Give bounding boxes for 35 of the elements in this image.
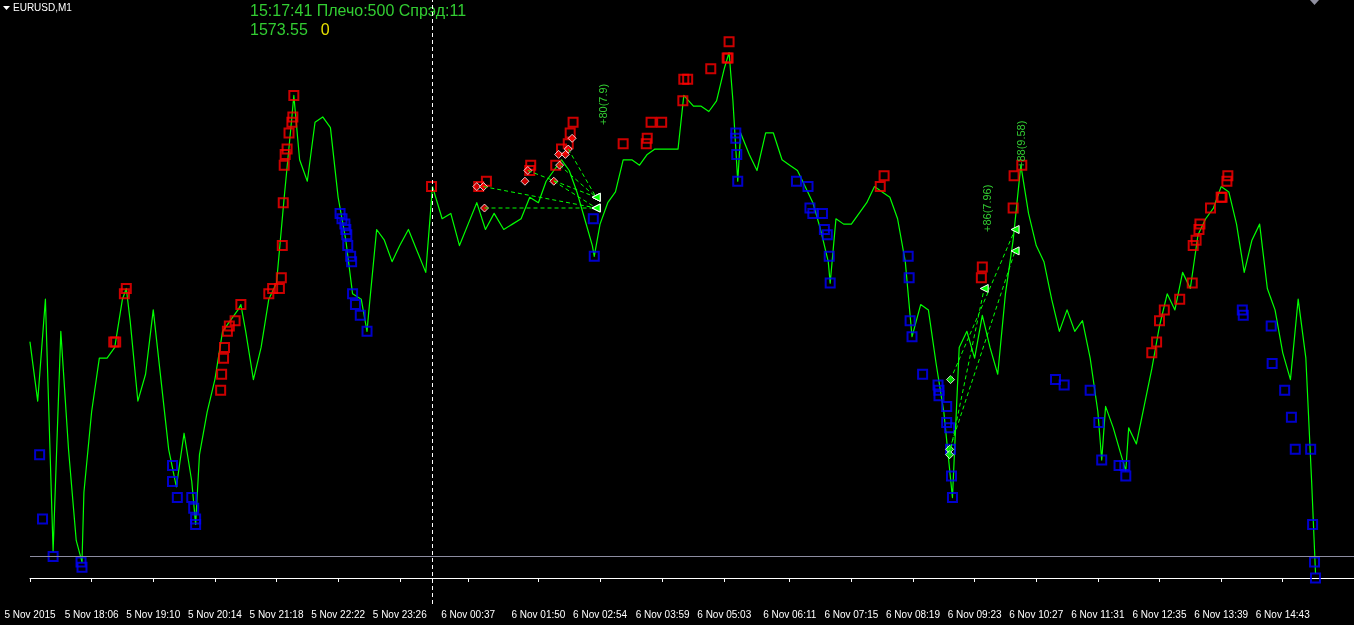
point: [563, 144, 573, 154]
annotation: +86(7.96): [981, 184, 993, 232]
x-tick-label: 6 Nov 06:11: [763, 608, 817, 620]
point: [560, 149, 570, 159]
point: [554, 149, 564, 159]
point: [520, 176, 530, 186]
text: 15:17:41 Плечо:500 Спрэд:11: [250, 1, 467, 19]
x-tick-label: 6 Nov 00:37: [441, 608, 496, 620]
x-tick-label: 6 Nov 08:19: [886, 608, 941, 620]
annotation: +80(7.9): [597, 83, 609, 125]
x-tick-label: 6 Nov 01:50: [511, 608, 566, 620]
x-tick-label: 6 Nov 13:39: [1194, 608, 1249, 620]
x-tick-label: 5 Nov 18:06: [64, 608, 120, 620]
text: 1573.55: [250, 20, 308, 38]
point: [567, 133, 577, 143]
x-tick-label: 6 Nov 10:27: [1009, 608, 1064, 620]
point: [945, 450, 955, 460]
x-tick-label: 6 Nov 02:54: [573, 608, 628, 620]
x-tick-label: 5 Nov 2015: [4, 608, 57, 620]
x-tick-label: 6 Nov 05:03: [697, 608, 752, 620]
x-tick-label: 6 Nov 03:59: [635, 608, 691, 620]
x-tick-label: 5 Nov 23:26: [372, 608, 428, 620]
x-tick-label: 6 Nov 09:23: [947, 608, 1003, 620]
x-tick-label: 5 Nov 21:18: [249, 608, 304, 620]
x-tick-label: 6 Nov 11:31: [1071, 608, 1125, 620]
x-tick-label: 5 Nov 20:14: [187, 608, 243, 620]
x-tick-label: 5 Nov 19:10: [126, 608, 181, 620]
x-tick-label: 5 Nov 22:22: [311, 608, 366, 620]
text: 0: [320, 20, 330, 38]
point: [946, 375, 956, 385]
x-tick-label: 6 Nov 14:43: [1255, 608, 1311, 620]
x-tick-label: 6 Nov 07:15: [824, 608, 879, 620]
x-tick-label: 6 Nov 12:35: [1132, 608, 1187, 620]
annotation: +88(9.58): [1015, 120, 1027, 168]
chart-title: EURUSD,M1: [13, 1, 73, 13]
